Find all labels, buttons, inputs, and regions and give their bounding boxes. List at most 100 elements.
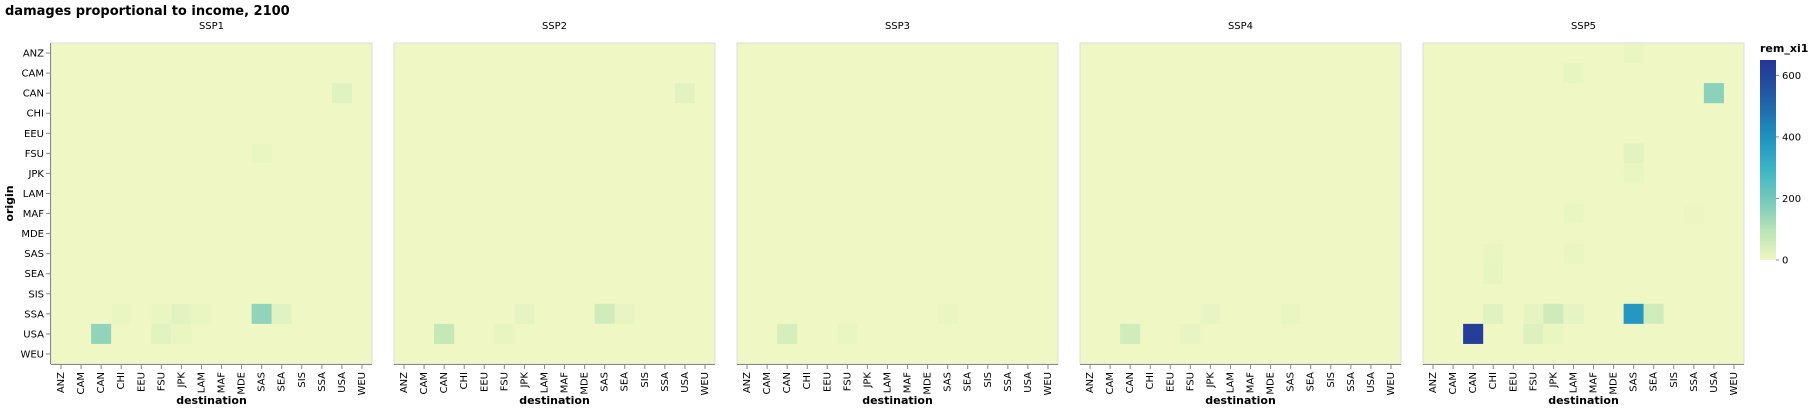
- x-tick-label: SIS: [297, 372, 308, 388]
- x-tick-label: SIS: [1669, 372, 1680, 388]
- x-tick-label: MDE: [1609, 372, 1620, 395]
- y-tick-label: SAS: [24, 249, 44, 260]
- x-tick-label: SEA: [620, 372, 631, 392]
- x-tick-label: CAM: [419, 372, 430, 394]
- x-tick-label: SEA: [277, 372, 288, 392]
- x-tick-label: CAN: [1125, 372, 1136, 393]
- x-tick-label: FSU: [842, 372, 853, 391]
- x-tick-label: USA: [1366, 372, 1377, 393]
- heatmap-cell: [251, 143, 272, 164]
- heatmap-cell: [1463, 323, 1484, 344]
- heatmap-cell: [1523, 323, 1544, 344]
- heatmap-cell: [251, 303, 272, 324]
- x-tick-label: EEU: [136, 372, 147, 392]
- heatmap-cell: [1623, 43, 1644, 64]
- y-tick-label: MAF: [23, 209, 44, 220]
- heatmap-cell: [1703, 83, 1724, 104]
- x-tick-label: CAN: [782, 372, 793, 393]
- legend-tick-label: 600: [1782, 71, 1801, 82]
- heatmap-cell: [1643, 303, 1664, 324]
- legend-title: rem_xi1: [1760, 42, 1808, 55]
- y-tick-label: SEA: [24, 269, 44, 280]
- heatmap-cell: [1563, 63, 1584, 84]
- x-tick-label: LAM: [1225, 372, 1236, 393]
- heatmap-cell: [171, 303, 192, 324]
- color-legend: rem_xi1 0 200 400 600: [1760, 42, 1808, 267]
- heatmap-cell: [614, 303, 635, 324]
- legend-tick-label: 0: [1782, 256, 1788, 267]
- heatmap-cell: [91, 323, 112, 344]
- x-tick-label: FSU: [156, 372, 167, 391]
- x-tick-label: SIS: [640, 372, 651, 388]
- x-tick-label: JPK: [176, 372, 187, 389]
- x-tick-label: MAF: [560, 372, 571, 393]
- x-tick-label: CHI: [1145, 372, 1156, 389]
- x-tick-label: USA: [680, 372, 691, 393]
- x-tick-label: CHI: [802, 372, 813, 389]
- x-tick-label: MAF: [1589, 372, 1600, 393]
- x-axis-title: destination: [862, 394, 933, 407]
- heatmap-cell: [1200, 303, 1221, 324]
- facet-panels: SSP1 ANZ CAM CAN CHI EEU FSU JPK LAM MAF MDE SAS SEA…: [3, 21, 1745, 407]
- facet-title: SSP1: [199, 21, 224, 32]
- x-tick-label: MAF: [903, 372, 914, 393]
- x-tick-label: MDE: [237, 372, 248, 395]
- heatmap-cell: [514, 303, 535, 324]
- x-tick-label: MDE: [923, 372, 934, 395]
- facet-ssp1: SSP1 ANZ CAM CAN CHI EEU FSU JPK LAM MAF MDE SAS SEA…: [3, 21, 373, 407]
- facet-title: SSP3: [885, 21, 910, 32]
- x-tick-label: SAS: [257, 372, 268, 392]
- heatmap-cell: [837, 323, 858, 344]
- x-tick-label: EEU: [479, 372, 490, 392]
- y-axis-title: origin: [3, 185, 16, 221]
- x-tick-label: SIS: [1326, 372, 1337, 388]
- x-tick-label: SEA: [963, 372, 974, 392]
- x-tick-label: EEU: [1508, 372, 1519, 392]
- x-tick-label: USA: [1709, 372, 1720, 393]
- x-tick-label: ANZ: [1085, 372, 1096, 393]
- heatmap-cell: [191, 303, 212, 324]
- x-tick-label: CHI: [116, 372, 127, 389]
- x-tick-label: CAM: [76, 372, 87, 394]
- x-tick-label: JPK: [1205, 372, 1216, 389]
- heatmap-cell: [1623, 163, 1644, 184]
- x-tick-label: MAF: [217, 372, 228, 393]
- heatmap-cell: [1563, 203, 1584, 224]
- facet-ssp3: SSP3 ANZ CAM CAN CHI EEU FSU JPK LAM MAF MDE SAS SEA…: [736, 21, 1059, 407]
- x-tick-label: ANZ: [742, 372, 753, 393]
- x-tick-label: CAN: [96, 372, 107, 393]
- x-tick-label: SAS: [943, 372, 954, 392]
- x-tick-label: CAM: [1105, 372, 1116, 394]
- x-tick-label: WEU: [700, 372, 711, 396]
- x-tick-label: MAF: [1246, 372, 1257, 393]
- heatmap-cell: [1483, 303, 1504, 324]
- heatmap-cell: [151, 323, 172, 344]
- x-axis-title: destination: [1548, 394, 1619, 407]
- heatmap-cell: [434, 323, 455, 344]
- heatmap-cell: [937, 303, 958, 324]
- heatmap-cell: [151, 303, 172, 324]
- x-tick-label: JPK: [1548, 372, 1559, 389]
- heatmap-cell: [1683, 203, 1704, 224]
- heatmap-cell: [271, 303, 292, 324]
- x-tick-label: JPK: [862, 372, 873, 389]
- heatmap-cell: [1523, 303, 1544, 324]
- x-tick-label: JPK: [519, 372, 530, 389]
- x-tick-label: CAN: [1468, 372, 1479, 393]
- heatmap-cell: [1563, 303, 1584, 324]
- x-tick-label: WEU: [357, 372, 368, 396]
- heatmap-cell: [1180, 323, 1201, 344]
- x-tick-label: USA: [1023, 372, 1034, 393]
- x-tick-label: SAS: [1286, 372, 1297, 392]
- heatmap-cell: [1563, 243, 1584, 264]
- y-tick-label: ANZ: [23, 49, 44, 60]
- x-tick-label: SIS: [983, 372, 994, 388]
- x-tick-label: LAM: [1568, 372, 1579, 393]
- x-tick-label: MDE: [1266, 372, 1277, 395]
- y-tick-label: CAN: [23, 89, 44, 100]
- x-tick-label: SSA: [1689, 372, 1700, 392]
- heatmap-cell: [1280, 303, 1301, 324]
- y-tick-label: EEU: [24, 129, 44, 140]
- x-tick-label: FSU: [1185, 372, 1196, 391]
- heatmap-cell: [1543, 323, 1564, 344]
